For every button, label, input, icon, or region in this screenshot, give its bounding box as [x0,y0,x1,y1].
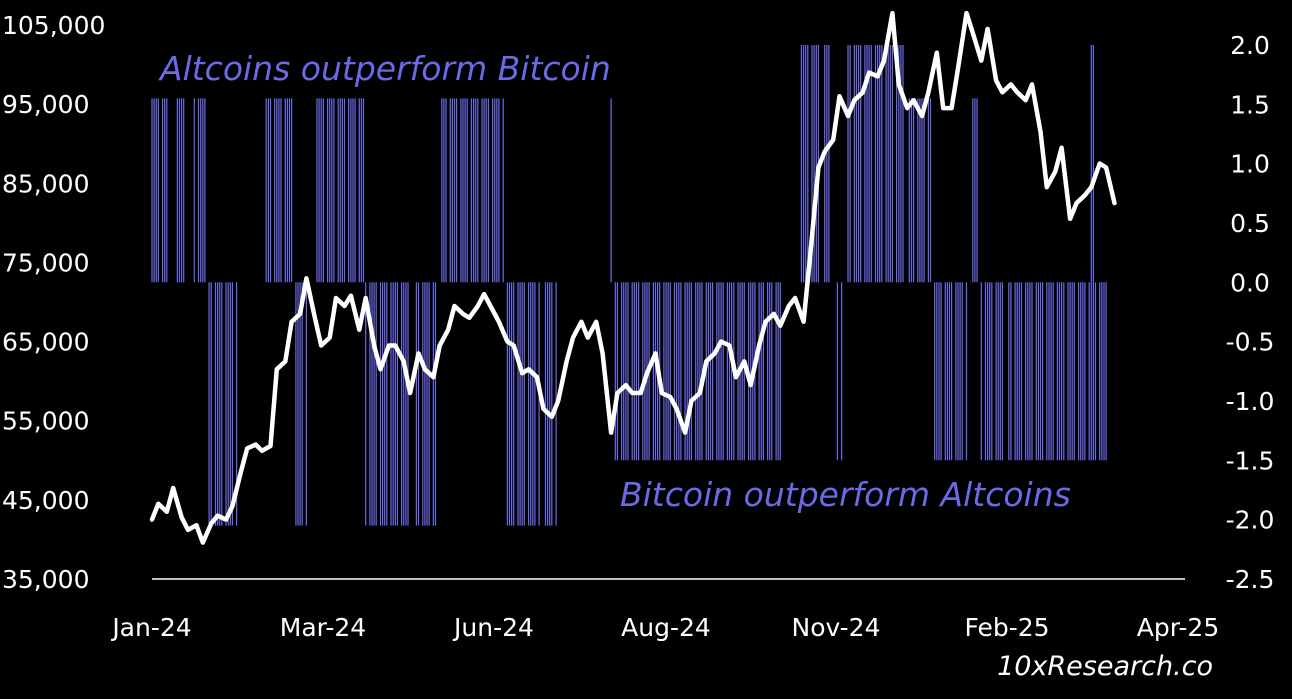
x-tick-label: Aug-24 [621,613,711,642]
right-tick-label: 1.0 [1230,150,1270,179]
bitcoin-price-line [149,10,1117,545]
right-axis-ticks: -2.5 -2.0 -1.5 -1.0 -0.5 0.0 0.5 1.0 1.5 2.0 [1226,31,1275,594]
right-tick-label: 0.0 [1230,268,1270,297]
right-tick-label: -2.5 [1226,565,1275,594]
left-tick-label: 55,000 [2,407,89,436]
annotation-altcoins-outperform: Altcoins outperform Bitcoin [158,49,611,88]
left-tick-label: 105,000 [2,11,105,40]
left-tick-label: 95,000 [2,90,89,119]
watermark: 10xResearch.co [997,651,1213,682]
left-tick-label: 35,000 [2,565,89,594]
price-line-layer [149,10,1117,545]
x-tick-label: Nov-24 [792,613,881,642]
x-tick-label: Apr-25 [1137,613,1219,642]
left-tick-label: 65,000 [2,328,89,357]
x-tick-label: Jan-24 [110,613,191,642]
right-tick-label: -1.5 [1226,446,1275,475]
left-axis-ticks: 35,000 45,000 55,000 65,000 75,000 85,000 95,0… [2,11,105,594]
left-tick-label: 85,000 [2,169,89,198]
outperformance-bars [151,45,1107,526]
x-tick-label: Mar-24 [280,613,366,642]
x-tick-label: Feb-25 [964,613,1049,642]
left-tick-label: 75,000 [2,248,89,277]
x-axis-ticks: Jan-24 Mar-24 Jun-24 Aug-24 Nov-24 Feb-25 Apr-… [110,613,1219,642]
right-tick-label: 2.0 [1230,31,1270,60]
annotation-bitcoin-outperform: Bitcoin outperform Altcoins [620,475,1071,514]
right-tick-label: 0.5 [1230,209,1270,238]
right-tick-label: -0.5 [1226,328,1275,357]
right-tick-label: 1.5 [1230,90,1270,119]
right-tick-label: -1.0 [1226,387,1275,416]
x-tick-label: Jun-24 [452,613,534,642]
left-tick-label: 45,000 [2,486,89,515]
right-tick-label: -2.0 [1226,506,1275,535]
